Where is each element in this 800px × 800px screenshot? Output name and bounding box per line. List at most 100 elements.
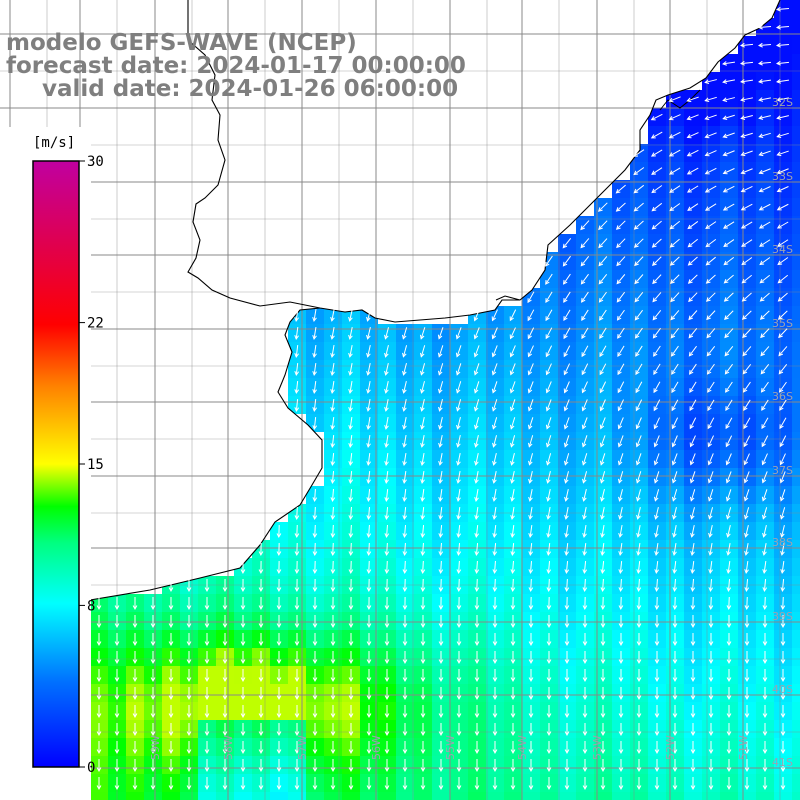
wind-arrow [402,524,408,539]
wind-arrow [651,185,663,194]
wind-arrow [114,741,120,755]
wind-arrow [294,524,300,539]
wind-arrow [168,759,174,773]
wind-arrow [634,274,644,285]
wind-arrow [546,524,551,538]
wind-speed-cell [792,540,800,558]
wind-arrow [762,777,768,791]
wind-arrow [708,578,714,593]
wind-arrow [240,669,246,683]
wind-arrow [778,363,788,375]
wind-arrow [672,777,678,791]
wind-speed-cell [306,792,324,800]
wind-arrow [618,507,623,520]
wind-arrow [564,489,569,502]
wind-arrow [672,525,677,538]
wind-arrow [330,615,336,629]
wind-arrow [438,578,444,593]
wind-arrow [402,777,408,791]
wind-arrow [618,633,624,647]
wind-speed-cell [792,108,800,126]
wind-arrow [348,687,354,701]
wind-arrow [330,633,336,647]
wind-arrow [132,597,138,611]
wind-arrow [330,434,336,448]
wind-arrow [744,705,750,719]
wind-arrow [186,759,192,773]
wind-arrow [438,524,444,539]
wind-arrow [294,687,300,701]
wind-arrow [672,741,678,755]
wind-arrow [757,24,772,30]
wind-speed-cell [342,792,360,800]
wind-arrow [222,578,228,593]
wind-arrow [528,542,534,556]
wind-arrow [528,471,533,484]
wind-arrow [528,669,534,683]
wind-arrow [708,560,713,574]
wind-arrow [438,633,444,647]
wind-arrow [723,256,735,266]
wind-arrow [150,669,156,683]
wind-arrow [150,723,156,737]
wind-arrow [686,132,699,139]
wind-arrow [384,633,390,647]
wind-arrow [582,759,588,773]
wind-arrow [636,777,642,791]
wind-arrow [634,292,644,303]
wind-arrow [599,399,606,412]
wind-arrow [724,328,734,339]
wind-arrow [635,381,643,394]
wind-arrow [96,669,102,683]
wind-arrow [671,417,679,430]
wind-arrow [509,309,517,322]
wind-arrow [402,542,408,557]
wind-arrow [564,687,570,701]
wind-arrow [402,470,407,484]
wind-arrow [723,274,734,284]
wind-arrow [150,705,156,719]
wind-speed-cell [792,522,800,540]
wind-arrow [563,273,571,285]
wind-arrow [348,723,354,737]
wind-arrow [312,669,318,683]
wind-arrow [312,542,318,557]
wind-arrow [741,274,753,284]
wind-arrow [635,453,642,466]
wind-arrow [762,578,768,593]
wind-arrow [420,524,426,539]
wind-arrow [455,381,462,394]
wind-arrow [672,507,677,520]
wind-arrow [204,741,210,755]
wind-arrow [186,615,192,629]
latitude-label: 35S [772,317,793,330]
wind-arrow [186,633,192,647]
wind-arrow [474,560,480,575]
wind-arrow [599,309,607,321]
wind-arrow [778,381,787,393]
wind-arrow [492,560,498,575]
wind-arrow [527,381,534,394]
wind-speed-cell [792,558,800,576]
wind-arrow [636,651,642,665]
wind-arrow [348,633,354,647]
wind-arrow [240,687,246,701]
wind-arrow [708,741,714,755]
wind-arrow [672,615,678,629]
wind-arrow [168,741,174,755]
wind-arrow [330,741,336,755]
wind-arrow [668,131,681,139]
wind-arrow [96,687,102,701]
wind-arrow [688,345,697,357]
wind-arrow [726,705,732,719]
wind-arrow [420,705,426,719]
wind-arrow [779,435,787,448]
wind-arrow [456,399,462,412]
wind-arrow [582,524,587,538]
wind-arrow [690,543,695,556]
wind-arrow [743,507,750,520]
wind-arrow [633,167,645,176]
wind-arrow [168,579,174,593]
wind-speed-cell [792,288,800,306]
wind-arrow [600,669,606,683]
